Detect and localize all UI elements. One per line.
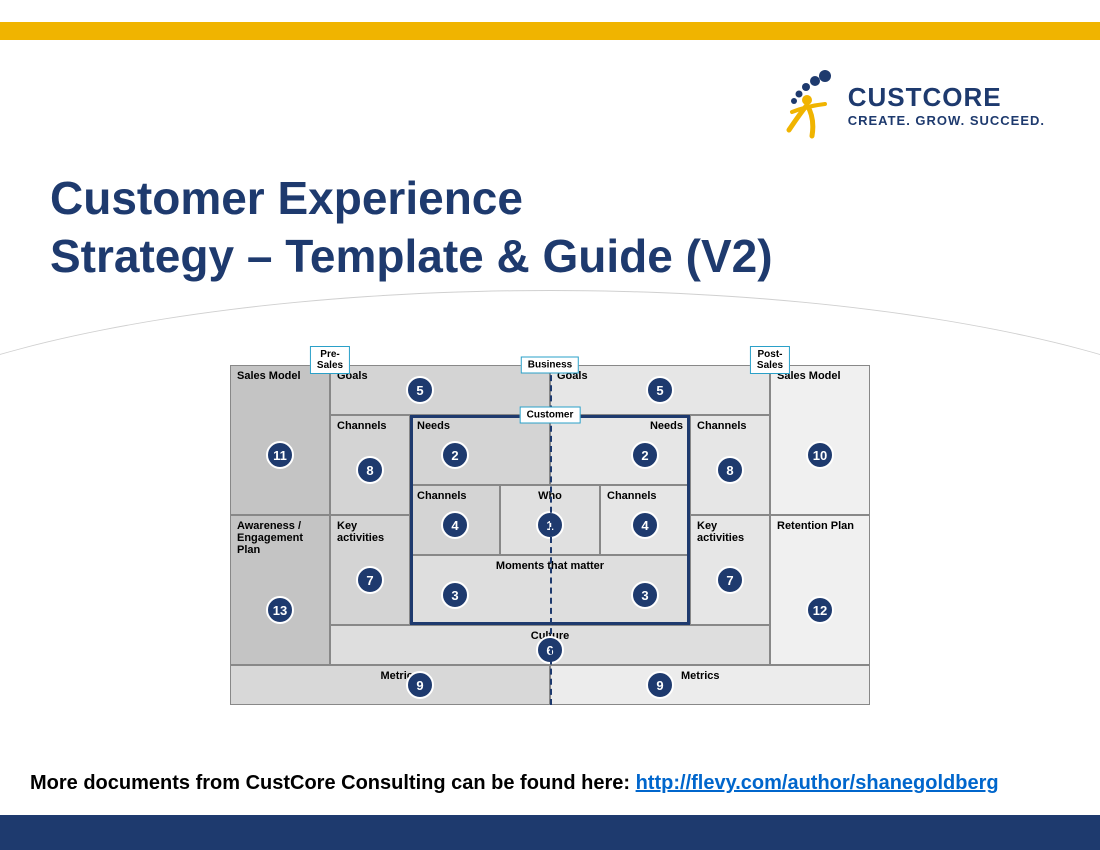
num-12: 12	[806, 596, 834, 624]
tab-pre-sales: Pre- Sales	[310, 346, 350, 374]
num-3l: 3	[441, 581, 469, 609]
tab-business: Business	[521, 357, 579, 374]
label-retention: Retention Plan	[777, 520, 854, 532]
label-awareness: Awareness / Engagement Plan	[237, 520, 303, 556]
footer-text: More documents from CustCore Consulting …	[30, 772, 1070, 795]
num-13: 13	[266, 596, 294, 624]
num-4r: 4	[631, 511, 659, 539]
logo-title: CUSTCORE	[848, 82, 1045, 113]
footer-bar	[0, 815, 1100, 850]
num-4l: 4	[441, 511, 469, 539]
label-sales-model-l: Sales Model	[237, 370, 301, 382]
label-keyact-r: Key activities	[697, 520, 744, 544]
logo-icon	[777, 70, 837, 140]
label-channels-bl: Channels	[337, 420, 387, 432]
num-2l: 2	[441, 441, 469, 469]
title-line-1: Customer Experience	[50, 172, 523, 224]
footer-prefix: More documents from CustCore Consulting …	[30, 772, 636, 794]
label-keyact-l: Key activities	[337, 520, 384, 544]
label-channels-br: Channels	[697, 420, 747, 432]
label-metrics-r: Metrics	[681, 670, 720, 682]
num-7l: 7	[356, 566, 384, 594]
label-needs-l: Needs	[417, 420, 450, 432]
tab-post-sales: Post- Sales	[750, 346, 790, 374]
num-10: 10	[806, 441, 834, 469]
cell-needs-r: Needs	[550, 415, 690, 485]
cell-awareness: Awareness / Engagement Plan	[230, 515, 330, 665]
num-7r: 7	[716, 566, 744, 594]
cell-sales-model-left: Sales Model	[230, 365, 330, 515]
num-5l: 5	[406, 376, 434, 404]
strategy-diagram: Sales Model Awareness / Engagement Plan …	[230, 355, 870, 715]
cell-metrics-r: Metrics	[550, 665, 870, 705]
num-11: 11	[266, 441, 294, 469]
tab-customer: Customer	[520, 407, 581, 424]
label-needs-r: Needs	[650, 420, 683, 432]
cell-needs-l: Needs	[410, 415, 550, 485]
num-8l: 8	[356, 456, 384, 484]
brand-logo: CUSTCORE CREATE. GROW. SUCCEED.	[777, 70, 1045, 140]
footer-link[interactable]: http://flevy.com/author/shanegoldberg	[636, 772, 999, 794]
logo-subtitle: CREATE. GROW. SUCCEED.	[848, 113, 1045, 128]
cell-goals-left: Goals	[330, 365, 550, 415]
title-line-2: Strategy – Template & Guide (V2)	[50, 230, 773, 282]
num-8r: 8	[716, 456, 744, 484]
page-title: Customer Experience Strategy – Template …	[50, 170, 1050, 285]
top-stripe	[0, 22, 1100, 40]
cell-retention: Retention Plan	[770, 515, 870, 665]
num-5r: 5	[646, 376, 674, 404]
num-9l: 9	[406, 671, 434, 699]
cell-metrics-l: Metrics	[230, 665, 550, 705]
label-channels-cr: Channels	[607, 490, 657, 502]
num-3r: 3	[631, 581, 659, 609]
num-9r: 9	[646, 671, 674, 699]
num-2r: 2	[631, 441, 659, 469]
cell-sales-model-right: Sales Model	[770, 365, 870, 515]
label-channels-cl: Channels	[417, 490, 467, 502]
